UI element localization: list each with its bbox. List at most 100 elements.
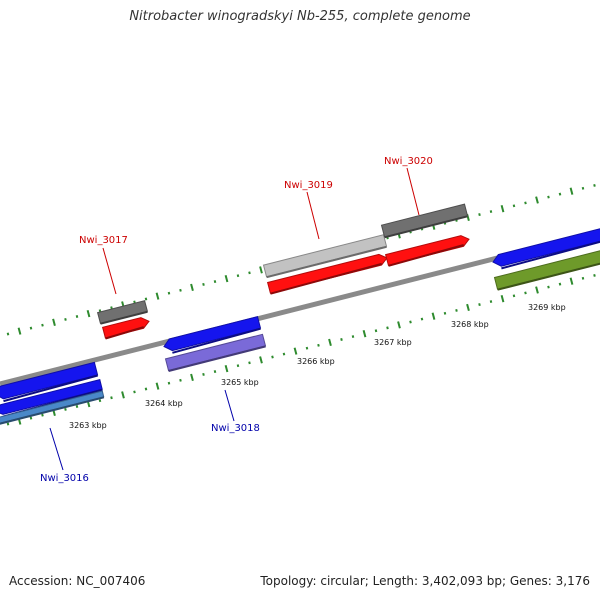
cds-right-edge[interactable] <box>492 228 600 267</box>
cds-nwi-3019[interactable] <box>266 253 388 294</box>
minor-tick <box>248 271 251 275</box>
minor-tick <box>524 291 527 295</box>
minor-tick <box>409 320 412 324</box>
gene-label-nwi-3019[interactable]: Nwi_3019 <box>284 180 333 191</box>
major-tick <box>17 327 22 335</box>
ruler-label: 3268 kbp <box>451 320 489 329</box>
major-tick <box>466 303 470 312</box>
major-tick <box>190 283 194 292</box>
gene-box-nwi-3020[interactable] <box>380 203 469 238</box>
minor-tick <box>202 372 205 376</box>
major-tick <box>293 347 298 355</box>
gene-label-nwi-3020[interactable]: Nwi_3020 <box>384 156 433 167</box>
minor-tick <box>144 387 148 391</box>
minor-tick <box>133 390 136 394</box>
minor-tick <box>340 338 343 341</box>
feature-shadow <box>168 345 266 372</box>
minor-tick <box>443 311 447 315</box>
minor-tick <box>305 346 309 350</box>
feature-shadow <box>0 396 105 425</box>
feature-shadow <box>100 310 148 325</box>
minor-tick <box>581 186 585 190</box>
major-tick <box>86 309 91 318</box>
minor-tick <box>75 405 79 408</box>
major-tick <box>362 330 367 338</box>
cds-nwi-3020[interactable] <box>384 235 470 266</box>
major-tick <box>52 318 56 326</box>
minor-tick <box>167 291 171 295</box>
feature-shadow <box>270 262 382 295</box>
major-tick <box>328 338 332 347</box>
gene-labels: Nwi_3017 Nwi_3019 Nwi_3020 Nwi_3018 Nwi_… <box>40 156 433 484</box>
feature-shadow <box>388 244 464 267</box>
minor-tick <box>29 416 33 420</box>
feature-shadow <box>172 327 261 354</box>
minor-tick <box>6 422 10 426</box>
minor-tick <box>512 294 516 298</box>
major-tick <box>535 286 539 294</box>
gene-box-olive[interactable] <box>493 250 600 290</box>
ruler-label: 3269 kbp <box>528 303 566 312</box>
label-leaders <box>49 167 420 471</box>
minor-tick <box>581 276 585 280</box>
minor-tick <box>524 201 527 205</box>
minor-tick <box>213 370 217 374</box>
feature-shadow <box>497 262 600 291</box>
minor-tick <box>41 413 44 417</box>
minor-tick <box>110 396 113 400</box>
cds-nwi-3017[interactable] <box>101 317 150 339</box>
minor-tick <box>75 315 79 318</box>
minor-tick <box>512 204 516 208</box>
cds-nwi-3016[interactable] <box>0 361 99 400</box>
minor-tick <box>547 285 550 289</box>
major-tick <box>500 295 505 303</box>
gene-box-nwi-3019[interactable] <box>262 234 388 278</box>
ruler-label: 3265 kbp <box>221 378 259 387</box>
minor-tick <box>455 308 458 312</box>
minor-tick <box>98 399 102 403</box>
ruler-label: 3267 kbp <box>374 338 412 347</box>
major-tick <box>224 274 229 283</box>
minor-tick <box>179 378 182 382</box>
minor-tick <box>386 326 389 330</box>
major-tick <box>224 364 229 373</box>
minor-tick <box>558 282 562 286</box>
feature-shadow <box>105 326 144 340</box>
ruler-label: 3263 kbp <box>69 421 107 430</box>
minor-tick <box>236 364 240 368</box>
gene-label-nwi-3016[interactable]: Nwi_3016 <box>40 473 89 484</box>
major-tick <box>500 205 505 213</box>
cds-nwi-3018[interactable] <box>163 315 262 352</box>
major-tick <box>155 382 160 390</box>
gene-box-nwi-3017[interactable] <box>96 300 149 324</box>
feature-shadow <box>501 240 600 270</box>
minor-tick <box>236 274 240 278</box>
minor-tick <box>202 282 205 286</box>
feature-shadow <box>384 215 468 239</box>
minor-tick <box>374 329 378 333</box>
minor-tick <box>478 303 481 307</box>
minor-tick <box>547 195 550 199</box>
lower-tick-track <box>6 273 596 426</box>
minor-tick <box>64 317 67 321</box>
ruler-label: 3266 kbp <box>297 357 335 366</box>
gene-label-nwi-3017[interactable]: Nwi_3017 <box>79 235 128 246</box>
gene-box-nwi-3018[interactable] <box>164 333 267 372</box>
major-tick <box>431 312 436 320</box>
minor-tick <box>317 343 320 347</box>
major-tick <box>535 196 539 204</box>
map-title: Nitrobacter winogradskyi Nb-255, complet… <box>129 9 471 24</box>
minor-tick <box>489 210 493 214</box>
major-tick <box>569 187 574 195</box>
minor-tick <box>167 381 171 385</box>
minor-tick <box>41 323 44 327</box>
minor-tick <box>144 297 148 301</box>
minor-tick <box>6 332 10 336</box>
minor-tick <box>489 300 493 304</box>
cds-nwi-3016-b[interactable] <box>0 378 103 415</box>
major-tick <box>259 356 263 364</box>
major-tick <box>569 277 574 285</box>
feature-track <box>0 203 600 425</box>
accession-text: Accession: NC_007406 <box>9 574 146 588</box>
gene-label-nwi-3018[interactable]: Nwi_3018 <box>211 423 260 434</box>
